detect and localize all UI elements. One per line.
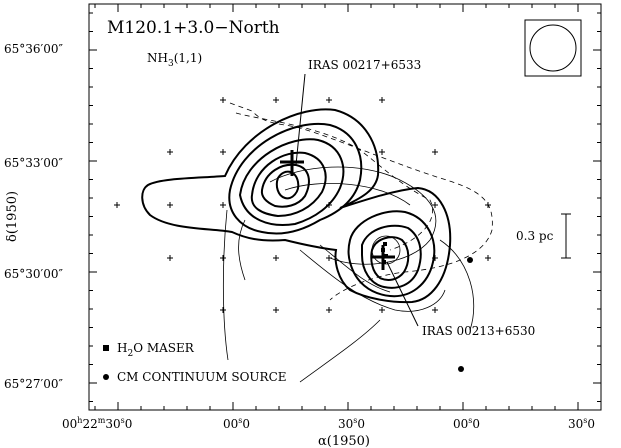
x-axis-label: α(1950) (318, 434, 370, 448)
contour-level-3 (238, 138, 345, 226)
y-tick-label: 65°30′00″ (4, 267, 64, 281)
nh3-contours (141, 108, 452, 304)
map-title: M120.1+3.0−North (107, 18, 280, 38)
contour-level-5 (260, 163, 310, 208)
y-tick-label: 65°36′00″ (4, 42, 64, 56)
scale-bar (561, 213, 571, 259)
y-tick-label: 65°27′00″ (4, 377, 64, 391)
plot-frame (88, 3, 602, 411)
contour-level-9 (370, 236, 410, 281)
axis-ticks (89, 4, 602, 410)
source-pointer-iras-00213 (386, 261, 419, 327)
x-tick-label: 00s0 (223, 416, 250, 431)
x-tick-label: 00h22m30s0 (62, 416, 132, 431)
beam-indicator (524, 19, 582, 77)
molecule-label: NH3(1,1) (147, 51, 202, 69)
source-label-iras-00217: IRAS 00217+6533 (308, 58, 421, 72)
contour-level-8 (361, 224, 422, 289)
cm-continuum-source (467, 257, 473, 263)
contour-level-1 (141, 108, 452, 304)
x-tick-label: 30s0 (568, 416, 595, 431)
legend-maser-label: H2O MASER (117, 341, 195, 359)
source-label-iras-00213: IRAS 00213+6530 (422, 324, 535, 338)
legend-maser-marker (103, 345, 109, 351)
iras-cross-00217 (280, 150, 304, 176)
contour-level-2 (228, 122, 363, 235)
legend-continuum-marker (103, 374, 109, 380)
iras-cross-00213 (371, 245, 395, 270)
survey-grid (114, 97, 491, 313)
thin-contours (222, 166, 475, 383)
contour-level-7 (347, 210, 436, 298)
y-axis-label: δ(1950) (5, 191, 20, 242)
y-tick-label: 65°33′00″ (4, 156, 64, 170)
contour-level-4 (250, 151, 327, 218)
scale-bar-label: 0.3 pc (516, 229, 554, 243)
contour-level-6 (275, 170, 300, 200)
cm-continuum-source (458, 366, 464, 372)
source-pointer-iras-00217 (295, 73, 306, 166)
legend-continuum-label: CM CONTINUUM SOURCE (117, 370, 287, 384)
x-tick-label: 00s0 (453, 416, 480, 431)
x-tick-label: 30s0 (338, 416, 365, 431)
